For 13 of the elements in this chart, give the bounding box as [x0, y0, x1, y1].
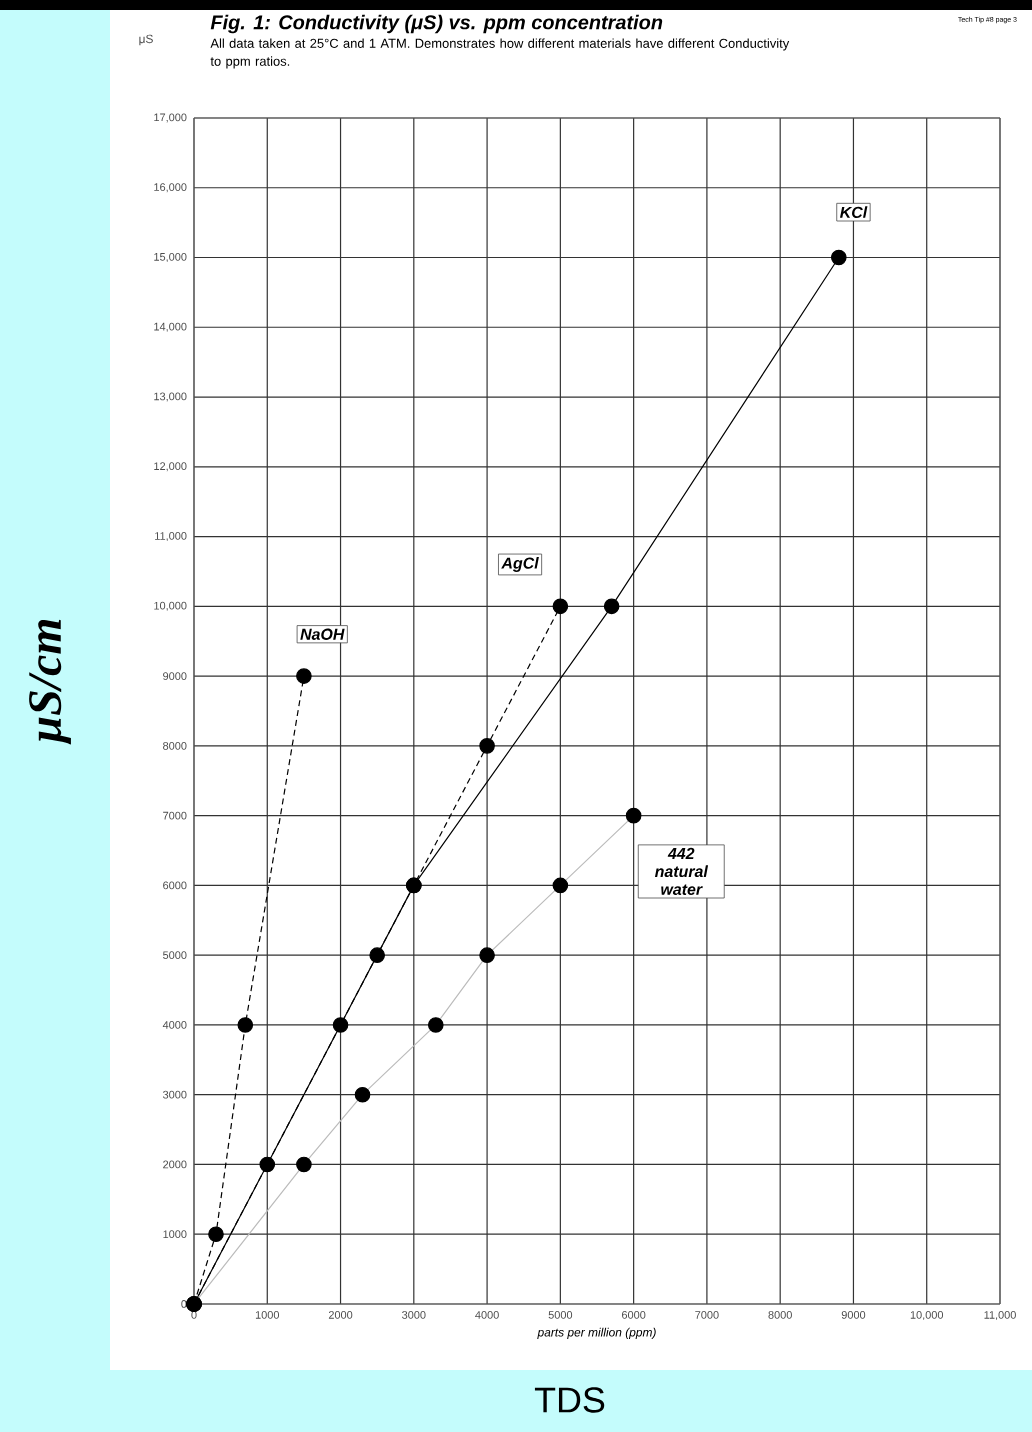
chart-title: Fig. 1: Conductivity (μS) vs. ppm concentration: [210, 14, 663, 34]
point: [831, 249, 847, 266]
y-axis-title: μS/cm: [29, 619, 71, 745]
point: [259, 1156, 276, 1173]
point: [296, 668, 312, 684]
point: [332, 1017, 349, 1033]
text: TDS: [534, 1387, 605, 1413]
point: [369, 947, 385, 963]
point: [479, 738, 495, 754]
point: [208, 1226, 224, 1243]
point: [237, 1017, 254, 1033]
point: [603, 598, 620, 615]
point: [552, 598, 569, 615]
